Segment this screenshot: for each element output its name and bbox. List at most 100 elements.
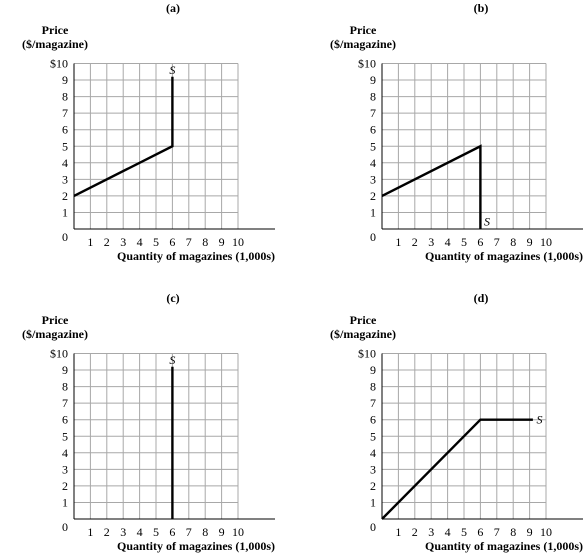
- x-axis-title: Quantity of magazines (1,000s): [425, 249, 583, 263]
- y-tick-label: 2: [62, 479, 68, 493]
- x-tick-label: 4: [445, 525, 451, 539]
- x-tick-label: 4: [137, 525, 143, 539]
- y-tick-label: 5: [370, 429, 376, 443]
- x-tick-label: 9: [219, 525, 225, 539]
- y-tick-label: $10: [358, 347, 376, 361]
- y-tick-label: 4: [370, 446, 376, 460]
- x-axis-title: Quantity of magazines (1,000s): [117, 249, 275, 263]
- x-tick-label: 0: [370, 230, 376, 244]
- y-tick-label: 9: [370, 363, 376, 377]
- panel-label: (b): [474, 1, 489, 15]
- y-axis-title-units: ($/magazine): [22, 327, 88, 341]
- y-tick-label: 7: [370, 396, 376, 410]
- x-tick-label: 4: [445, 235, 451, 249]
- x-tick-label: 9: [219, 235, 225, 249]
- y-tick-label: 5: [62, 139, 68, 153]
- y-axis-title: Price: [42, 313, 69, 327]
- supply-curve-label: S: [484, 215, 490, 229]
- y-tick-label: 5: [370, 139, 376, 153]
- supply-curve-label: S: [536, 413, 542, 427]
- supply-curve: [73, 76, 174, 197]
- x-tick-label: 3: [120, 235, 126, 249]
- y-tick-label: 1: [370, 205, 376, 219]
- y-tick-label: 3: [370, 172, 376, 186]
- x-tick-label: 6: [477, 525, 483, 539]
- panel-label: (a): [166, 1, 180, 15]
- x-tick-label: 2: [412, 235, 418, 249]
- x-tick-label: 3: [428, 235, 434, 249]
- y-axis-title-units: ($/magazine): [330, 37, 396, 51]
- x-tick-label: 6: [169, 525, 175, 539]
- x-axis-title: Quantity of magazines (1,000s): [425, 539, 583, 553]
- y-tick-label: $10: [50, 347, 68, 361]
- y-tick-label: 3: [370, 462, 376, 476]
- x-tick-label: 4: [137, 235, 143, 249]
- y-axis-title: Price: [350, 313, 377, 327]
- x-tick-label: 7: [494, 235, 500, 249]
- x-tick-label: 9: [527, 235, 533, 249]
- x-tick-label: 10: [232, 525, 244, 539]
- y-tick-label: 6: [370, 123, 376, 137]
- supply-curve: [381, 144, 482, 229]
- x-axis-title: Quantity of magazines (1,000s): [117, 539, 275, 553]
- x-tick-label: 7: [494, 525, 500, 539]
- y-tick-label: 5: [62, 429, 68, 443]
- y-tick-label: 9: [370, 73, 376, 87]
- x-tick-label: 6: [169, 235, 175, 249]
- y-tick-label: 2: [370, 189, 376, 203]
- x-tick-label: 7: [186, 235, 192, 249]
- y-tick-label: 1: [62, 495, 68, 509]
- x-tick-label: 5: [461, 235, 467, 249]
- x-tick-label: 2: [104, 525, 110, 539]
- y-tick-label: 4: [62, 156, 68, 170]
- x-tick-label: 8: [202, 235, 208, 249]
- x-tick-label: 3: [428, 525, 434, 539]
- x-tick-label: 0: [62, 520, 68, 534]
- supply-curve: [381, 418, 533, 520]
- x-tick-label: 5: [461, 525, 467, 539]
- y-axis-title: Price: [42, 23, 69, 37]
- y-tick-label: 1: [62, 205, 68, 219]
- y-tick-label: 6: [62, 413, 68, 427]
- y-tick-label: 8: [370, 90, 376, 104]
- y-axis-title-units: ($/magazine): [330, 327, 396, 341]
- y-tick-label: 6: [62, 123, 68, 137]
- x-tick-label: 2: [104, 235, 110, 249]
- x-tick-label: 7: [186, 525, 192, 539]
- y-tick-label: 6: [370, 413, 376, 427]
- x-tick-label: 0: [62, 230, 68, 244]
- x-tick-label: 8: [510, 235, 516, 249]
- y-tick-label: 3: [62, 172, 68, 186]
- y-tick-label: 9: [62, 73, 68, 87]
- panel-label: (c): [166, 291, 179, 305]
- x-tick-label: 3: [120, 525, 126, 539]
- y-tick-label: 9: [62, 363, 68, 377]
- x-tick-label: 1: [87, 525, 93, 539]
- supply-curve-label: S: [169, 353, 175, 367]
- x-tick-label: 2: [412, 525, 418, 539]
- x-tick-label: 10: [540, 235, 552, 249]
- y-tick-label: 8: [370, 380, 376, 394]
- y-tick-label: 2: [370, 479, 376, 493]
- y-tick-label: $10: [50, 57, 68, 71]
- panel-label: (d): [474, 291, 489, 305]
- x-tick-label: 1: [87, 235, 93, 249]
- y-tick-label: 8: [62, 380, 68, 394]
- x-tick-label: 8: [510, 525, 516, 539]
- y-axis-title-units: ($/magazine): [22, 37, 88, 51]
- x-tick-label: 10: [540, 525, 552, 539]
- y-tick-label: 2: [62, 189, 68, 203]
- x-tick-label: 8: [202, 525, 208, 539]
- y-tick-label: 4: [370, 156, 376, 170]
- x-tick-label: 5: [153, 235, 159, 249]
- y-tick-label: 1: [370, 495, 376, 509]
- y-tick-label: 7: [62, 106, 68, 120]
- y-tick-label: 3: [62, 462, 68, 476]
- supply-curve-label: S: [169, 63, 175, 77]
- x-tick-label: 9: [527, 525, 533, 539]
